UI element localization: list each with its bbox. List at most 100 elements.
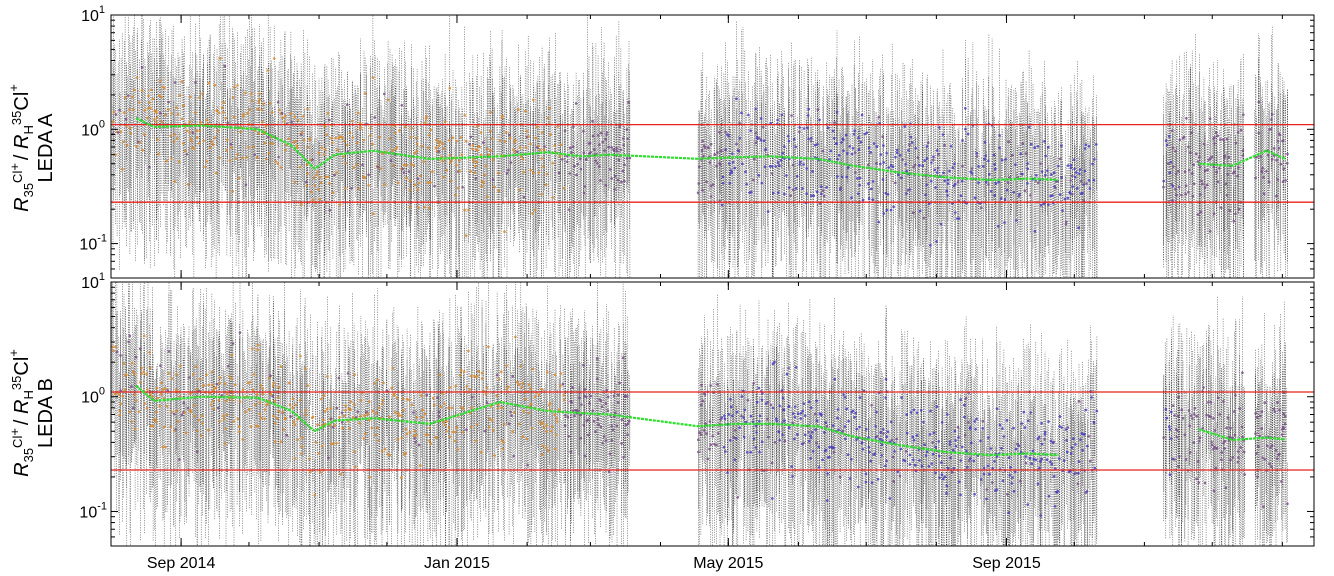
data-point <box>768 164 772 168</box>
data-point <box>1213 142 1216 145</box>
data-point <box>818 202 822 205</box>
data-point <box>1171 184 1175 188</box>
data-point <box>807 107 810 111</box>
data-point <box>344 161 348 165</box>
data-point <box>158 79 162 82</box>
data-point <box>908 143 911 146</box>
data-point <box>762 125 765 129</box>
data-point <box>183 411 186 414</box>
data-point <box>1196 160 1200 163</box>
data-point <box>323 148 327 151</box>
data-point <box>731 161 735 164</box>
data-point <box>247 408 251 411</box>
data-point <box>471 158 475 161</box>
data-point <box>439 405 443 409</box>
data-point <box>557 171 561 175</box>
data-point <box>568 172 572 175</box>
data-point <box>529 142 532 146</box>
data-point <box>605 133 608 137</box>
data-point <box>412 164 416 167</box>
data-point <box>183 149 187 153</box>
data-point <box>1254 176 1257 180</box>
data-point <box>993 163 996 166</box>
data-point <box>363 432 367 436</box>
running-mean-line-leda-a <box>135 117 1059 182</box>
data-point <box>340 411 344 415</box>
data-point <box>469 374 473 378</box>
data-point <box>159 392 163 396</box>
data-point <box>989 190 993 193</box>
data-point <box>879 153 883 156</box>
data-point <box>568 208 571 211</box>
data-point <box>463 208 466 212</box>
data-point <box>157 152 160 156</box>
data-point <box>284 148 287 152</box>
data-point <box>776 161 780 164</box>
data-point <box>1175 193 1178 197</box>
data-point <box>863 132 867 136</box>
data-point <box>211 383 214 387</box>
data-point <box>578 157 582 161</box>
data-point <box>605 388 608 392</box>
data-point <box>141 148 144 152</box>
data-point <box>435 436 438 440</box>
data-point <box>344 187 347 190</box>
data-point <box>480 377 484 380</box>
data-point <box>599 425 602 429</box>
data-point <box>359 125 362 129</box>
data-point <box>573 164 576 168</box>
data-point <box>556 420 559 423</box>
data-point <box>308 457 311 461</box>
data-point <box>336 148 340 152</box>
data-point <box>816 108 820 111</box>
data-point <box>520 155 523 158</box>
data-point <box>175 106 178 110</box>
data-point <box>129 131 133 135</box>
data-point <box>715 164 718 168</box>
data-point <box>381 398 385 402</box>
data-point <box>802 127 806 130</box>
data-point <box>471 147 474 150</box>
data-point <box>495 373 499 377</box>
data-point <box>1029 142 1033 146</box>
data-point <box>167 350 171 353</box>
data-point <box>351 416 355 419</box>
data-point <box>400 476 403 479</box>
data-point <box>1213 136 1216 139</box>
data-point <box>241 156 244 160</box>
data-point <box>820 185 823 189</box>
data-point <box>198 96 201 100</box>
data-point <box>890 164 893 167</box>
data-point <box>939 222 943 226</box>
data-point <box>320 444 324 448</box>
data-point <box>733 166 737 170</box>
data-point <box>866 163 870 167</box>
data-point <box>156 138 159 141</box>
data-point <box>256 425 260 428</box>
data-point <box>961 164 964 168</box>
data-point <box>599 131 603 135</box>
y-tick-label: 100 <box>81 118 105 139</box>
data-point <box>154 418 157 422</box>
data-point <box>505 131 508 134</box>
data-point <box>374 412 378 415</box>
data-point <box>282 428 286 431</box>
data-point <box>1017 195 1021 198</box>
data-point <box>140 65 144 69</box>
data-point <box>393 394 396 397</box>
data-point <box>583 454 586 458</box>
data-point <box>380 450 384 453</box>
data-point <box>1026 167 1030 171</box>
data-point <box>521 158 525 161</box>
data-point <box>573 414 576 418</box>
data-point <box>604 402 607 405</box>
data-point <box>1036 145 1040 148</box>
data-point <box>569 450 572 453</box>
data-point <box>252 373 256 376</box>
data-point <box>1174 187 1177 191</box>
data-point <box>935 149 939 152</box>
data-point <box>516 150 519 154</box>
data-point <box>248 380 252 384</box>
data-point <box>380 402 384 406</box>
data-point <box>256 107 260 111</box>
